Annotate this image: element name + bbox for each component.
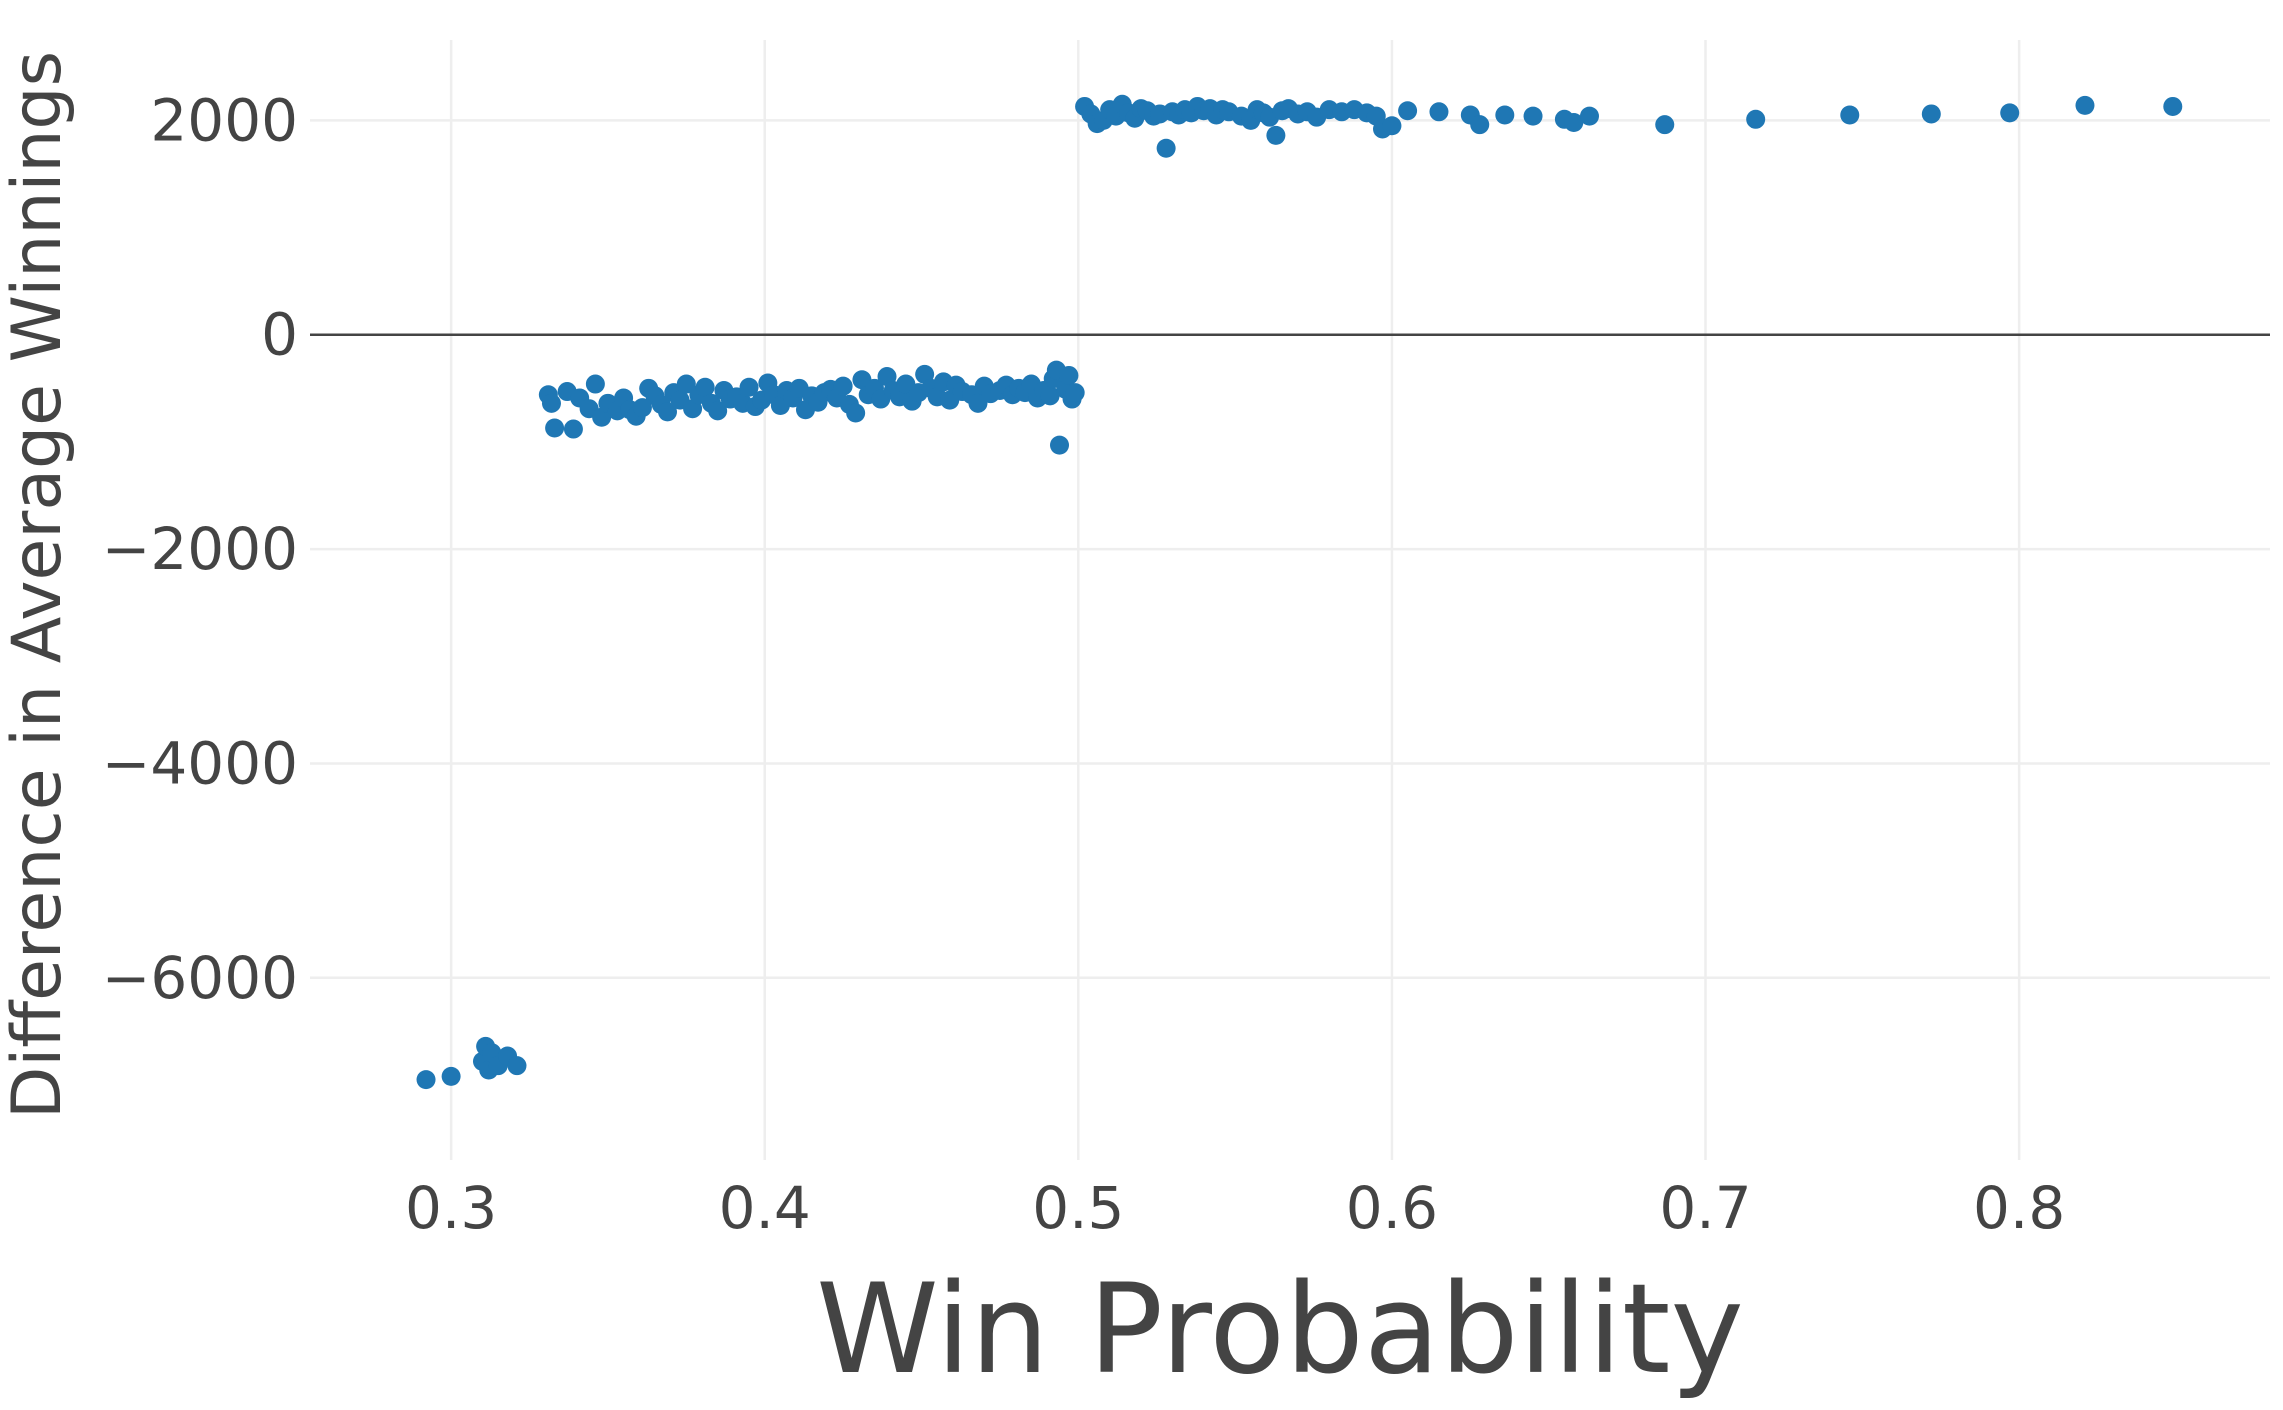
data-point [1921, 104, 1941, 124]
y-tick-label: 2000 [150, 86, 298, 154]
data-point [585, 374, 605, 394]
grid-layer [310, 40, 2270, 1160]
data-point [1065, 383, 1085, 403]
y-tick-label: −4000 [102, 729, 298, 797]
data-point [1156, 138, 1176, 158]
data-point [1840, 105, 1860, 125]
data-point [1564, 113, 1584, 133]
y-axis-title: Difference in Average Winnings [0, 51, 77, 1119]
data-point [1040, 386, 1060, 406]
y-tick-labels: 2000 0 −2000 −4000 −6000 [102, 86, 298, 1011]
x-tick-labels: 0.3 0.4 0.5 0.6 0.7 0.8 [405, 1174, 2065, 1242]
data-point [1746, 109, 1766, 129]
data-point [1579, 106, 1599, 126]
data-point [1523, 106, 1543, 126]
data-point [545, 418, 565, 438]
x-tick-label: 0.3 [405, 1174, 497, 1242]
data-point [1059, 365, 1079, 385]
x-tick-label: 0.8 [1973, 1174, 2065, 1242]
data-point [695, 377, 715, 397]
data-point [846, 403, 866, 423]
data-point [1655, 115, 1675, 135]
data-point [441, 1066, 461, 1086]
data-point [632, 398, 652, 418]
data-point [1429, 102, 1449, 122]
y-tick-label: −6000 [102, 944, 298, 1012]
data-point [563, 419, 583, 439]
data-point [739, 377, 759, 397]
y-tick-label: −2000 [102, 515, 298, 583]
data-point [833, 376, 853, 396]
x-tick-label: 0.7 [1659, 1174, 1751, 1242]
data-point [1398, 101, 1418, 121]
data-point [1050, 435, 1070, 455]
data-point [1470, 115, 1490, 135]
data-point [2163, 96, 2183, 116]
x-tick-label: 0.5 [1032, 1174, 1124, 1242]
data-points [416, 94, 2183, 1090]
x-axis-title: Win Probability [816, 1258, 1744, 1402]
data-point [1266, 125, 1286, 145]
data-point [1495, 105, 1515, 125]
data-point [2000, 103, 2020, 123]
x-tick-label: 0.4 [719, 1174, 811, 1242]
data-point [658, 402, 678, 422]
data-point [541, 393, 561, 413]
data-point [507, 1056, 527, 1076]
data-point [708, 401, 728, 421]
y-tick-label: 0 [261, 301, 298, 369]
data-point [676, 374, 696, 394]
x-tick-label: 0.6 [1346, 1174, 1438, 1242]
data-point [1382, 116, 1402, 136]
data-point [416, 1070, 436, 1090]
data-point [2075, 95, 2095, 115]
